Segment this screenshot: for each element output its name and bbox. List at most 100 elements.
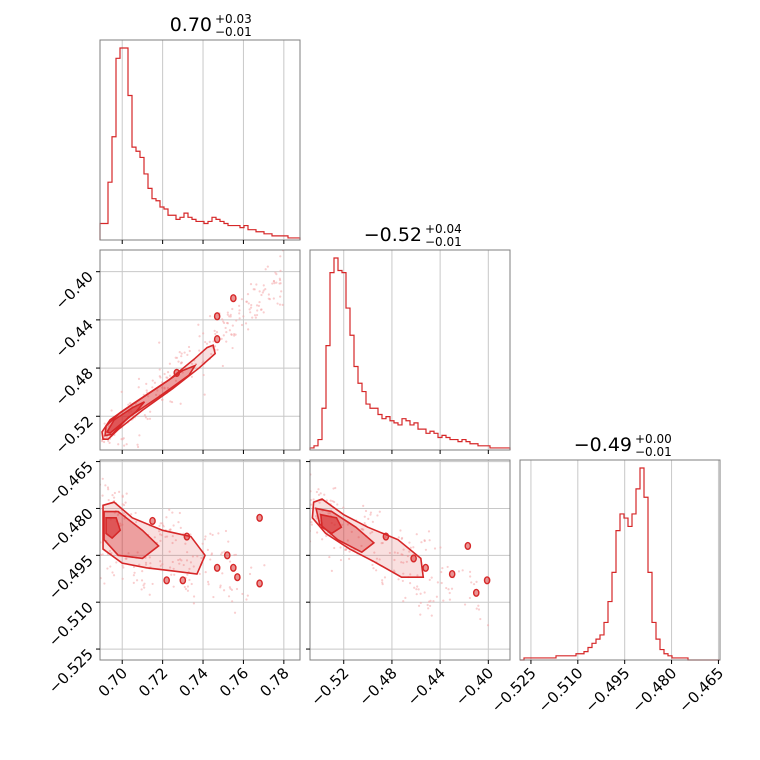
scatter-point: [172, 567, 175, 570]
scatter-point: [405, 560, 408, 563]
scatter-point: [127, 403, 130, 406]
scatter-point: [116, 513, 120, 517]
scatter-point: [138, 434, 141, 437]
scatter-point: [275, 281, 278, 284]
scatter-point: [430, 576, 433, 579]
panel-background: [520, 460, 720, 660]
panel-title-2: −0.49 +0.00−0.01: [574, 432, 672, 459]
scatter-point: [350, 530, 353, 534]
scatter-point: [371, 563, 374, 567]
scatter-point: [234, 553, 238, 556]
scatter-point: [256, 309, 259, 312]
scatter-point: [246, 292, 250, 296]
y-tick-label: −0.510: [45, 598, 97, 650]
scatter-point: [415, 533, 418, 536]
scatter-point: [183, 585, 186, 589]
scatter-point: [249, 311, 252, 314]
scatter-point: [369, 532, 372, 535]
scatter-point: [302, 520, 304, 522]
scatter-point: [178, 511, 181, 515]
scatter-point: [255, 313, 259, 317]
scatter-point: [112, 574, 116, 577]
scatter-point: [109, 455, 111, 457]
scatter-point: [424, 548, 428, 551]
scatter-panel-0-1: [99, 249, 301, 459]
scatter-point: [250, 566, 253, 569]
contour-island: [230, 294, 237, 303]
scatter-point: [164, 535, 167, 538]
scatter-point: [151, 582, 154, 586]
scatter-point: [121, 503, 124, 506]
scatter-point: [279, 282, 282, 285]
scatter-point: [441, 567, 444, 570]
scatter-point: [419, 601, 422, 605]
contour-island: [179, 576, 187, 585]
scatter-point: [393, 558, 396, 562]
scatter-point: [106, 567, 109, 570]
scatter-point: [143, 586, 146, 589]
scatter-point: [400, 537, 403, 540]
scatter-point: [168, 374, 172, 377]
scatter-point: [213, 345, 217, 348]
scatter-point: [240, 298, 244, 301]
scatter-point: [316, 531, 319, 534]
scatter-point: [158, 368, 161, 371]
scatter-point: [125, 557, 128, 560]
scatter-point: [136, 443, 139, 446]
panel-frame: [99, 249, 301, 451]
scatter-point: [180, 361, 183, 364]
scatter-point: [321, 538, 324, 541]
scatter-point: [179, 402, 182, 405]
scatter-point: [132, 581, 135, 584]
histogram-panel-0: 0.70 +0.03−0.01: [99, 12, 301, 241]
scatter-point: [121, 564, 124, 567]
scatter-point: [168, 508, 171, 511]
scatter-point: [261, 291, 264, 294]
scatter-point: [262, 284, 265, 287]
contour-island: [223, 551, 231, 560]
contour-level-2: [105, 401, 146, 435]
scatter-point: [235, 319, 238, 322]
scatter-point: [188, 349, 191, 353]
scatter-point: [192, 595, 196, 598]
x-tick-label: −0.48: [356, 664, 401, 709]
scatter-point: [433, 547, 437, 550]
scatter-point: [258, 300, 261, 304]
scatter-point: [278, 303, 282, 306]
scatter-point: [102, 457, 104, 459]
scatter-point: [170, 573, 173, 576]
scatter-point: [124, 501, 127, 504]
contour-island: [230, 563, 237, 572]
scatter-point: [457, 570, 461, 573]
scatter-point: [181, 371, 184, 374]
scatter-point: [426, 603, 429, 607]
scatter-point: [341, 523, 344, 526]
scatter-point: [402, 561, 405, 564]
scatter-point: [107, 498, 110, 502]
x-tick-label: −0.52: [307, 664, 352, 709]
scatter-point: [121, 577, 124, 580]
scatter-point: [186, 573, 189, 576]
scatter-point: [203, 538, 207, 541]
scatter-point: [159, 564, 162, 567]
scatter-point: [373, 551, 376, 554]
scatter-point: [174, 379, 178, 382]
scatter-point: [242, 315, 245, 318]
scatter-point: [163, 387, 166, 390]
scatter-point: [241, 592, 244, 596]
scatter-point: [419, 613, 422, 616]
x-tick-label: −0.480: [628, 664, 680, 716]
y-tick-label: −0.48: [52, 364, 97, 409]
scatter-point: [219, 586, 222, 589]
panel-title-1: −0.52 +0.04−0.01: [364, 222, 462, 249]
scatter-point: [463, 603, 467, 606]
scatter-point: [477, 608, 481, 611]
scatter-point: [214, 332, 217, 336]
scatter-point: [163, 372, 166, 376]
scatter-point: [142, 584, 145, 587]
scatter-point: [383, 576, 387, 579]
scatter-point: [180, 352, 183, 355]
scatter-point: [427, 530, 431, 533]
scatter-point: [144, 561, 148, 564]
